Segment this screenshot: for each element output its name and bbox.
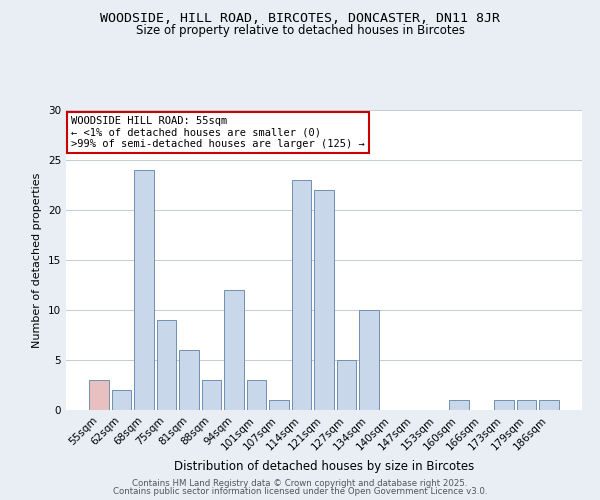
Text: Size of property relative to detached houses in Bircotes: Size of property relative to detached ho… — [136, 24, 464, 37]
Bar — [202, 380, 221, 410]
Bar — [292, 180, 311, 410]
Bar — [449, 400, 469, 410]
Bar — [539, 400, 559, 410]
Bar — [494, 400, 514, 410]
Bar — [89, 380, 109, 410]
Bar — [517, 400, 536, 410]
Bar — [247, 380, 266, 410]
Bar — [359, 310, 379, 410]
Bar — [314, 190, 334, 410]
Bar — [179, 350, 199, 410]
Text: WOODSIDE, HILL ROAD, BIRCOTES, DONCASTER, DN11 8JR: WOODSIDE, HILL ROAD, BIRCOTES, DONCASTER… — [100, 12, 500, 26]
Y-axis label: Number of detached properties: Number of detached properties — [32, 172, 43, 348]
Bar — [224, 290, 244, 410]
X-axis label: Distribution of detached houses by size in Bircotes: Distribution of detached houses by size … — [174, 460, 474, 473]
Bar — [134, 170, 154, 410]
Bar — [157, 320, 176, 410]
Text: WOODSIDE HILL ROAD: 55sqm
← <1% of detached houses are smaller (0)
>99% of semi-: WOODSIDE HILL ROAD: 55sqm ← <1% of detac… — [71, 116, 365, 149]
Bar — [269, 400, 289, 410]
Text: Contains HM Land Registry data © Crown copyright and database right 2025.: Contains HM Land Registry data © Crown c… — [132, 478, 468, 488]
Text: Contains public sector information licensed under the Open Government Licence v3: Contains public sector information licen… — [113, 487, 487, 496]
Bar — [112, 390, 131, 410]
Bar — [337, 360, 356, 410]
